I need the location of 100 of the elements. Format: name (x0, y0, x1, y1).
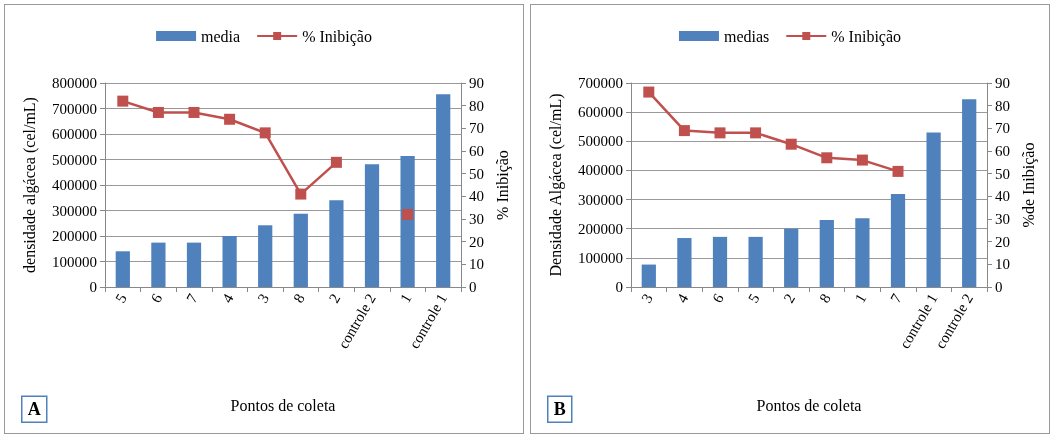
bar (186, 242, 202, 287)
y-tick-label: 100000 (52, 253, 97, 270)
y2-tick-label: 60 (995, 143, 1010, 159)
y-tick-label: 100000 (578, 249, 623, 266)
y-tick-label: 600000 (52, 126, 97, 142)
point (892, 165, 904, 177)
x-tick-label: 7 (887, 290, 906, 306)
bar (819, 219, 834, 287)
point (224, 113, 236, 125)
x-tick-label: 6 (147, 290, 166, 306)
bar (784, 228, 799, 287)
bar (436, 94, 451, 287)
y-tick-label: 700000 (52, 100, 97, 117)
bar (748, 236, 763, 287)
text: A (27, 399, 41, 420)
y2-tick-label: 20 (469, 233, 484, 250)
y2-tick-label: 30 (995, 211, 1010, 227)
point (678, 125, 690, 137)
y-tick-label: 400000 (578, 162, 623, 179)
bar (329, 200, 344, 287)
y2-tick-label: 60 (469, 143, 484, 159)
y-tick-label: 0 (615, 279, 623, 295)
x-tick-label: 7 (183, 290, 202, 306)
bar (890, 194, 906, 287)
bar (222, 236, 237, 287)
x-tick-label: 8 (290, 291, 308, 306)
y-tick-label: 700000 (578, 75, 623, 91)
x-axis-title: Pontos de coleta (756, 396, 862, 414)
y2-tick-label: 40 (469, 188, 484, 205)
y-tick-label: 500000 (578, 133, 623, 150)
y-axis-title: densidade algácea (cel/mL) (20, 97, 39, 273)
y2-tick-label: 70 (995, 120, 1010, 137)
point (714, 127, 726, 139)
y2-axis-title: % Inibição (494, 150, 513, 220)
y2-tick-label: 70 (469, 120, 484, 137)
y2-tick-label: 50 (995, 165, 1010, 182)
y2-tick-label: 90 (995, 75, 1010, 91)
point (402, 208, 414, 220)
y-tick-label: 200000 (578, 220, 623, 237)
y2-axis-title: %de Inibição (1020, 142, 1039, 228)
point (821, 152, 833, 164)
legend-label: media (201, 27, 241, 45)
bar (115, 251, 130, 287)
point (750, 127, 762, 139)
y-axis-title: Densidade Algácea (cel/mL) (546, 93, 565, 277)
x-tick-label: 1 (396, 291, 415, 306)
bar (926, 132, 941, 287)
y2-tick-label: 50 (469, 165, 484, 182)
bar (677, 238, 692, 287)
legend-label: medias (723, 27, 770, 45)
x-tick-label: 2 (780, 291, 799, 306)
y-tick-label: 300000 (52, 202, 97, 219)
bar (962, 99, 977, 287)
point (295, 188, 307, 200)
x-tick-label: 4 (218, 290, 237, 306)
legend-label: % Inibição (831, 27, 902, 46)
x-tick-label: 8 (816, 291, 834, 306)
y2-tick-label: 10 (995, 256, 1010, 273)
x-tick-label: 3 (638, 291, 656, 306)
legend-label: % Inibição (302, 27, 372, 46)
point (643, 86, 655, 98)
point (188, 106, 200, 118)
x-tick-label: 5 (744, 291, 763, 306)
y2-tick-label: 40 (995, 188, 1010, 205)
x-tick-label: 5 (112, 291, 130, 306)
x-axis-title: Pontos de coleta (230, 396, 336, 414)
bar (641, 264, 656, 287)
y2-tick-label: 0 (469, 279, 477, 295)
y2-tick-label: 10 (469, 256, 484, 273)
bar (258, 225, 273, 287)
y-tick-label: 200000 (52, 228, 97, 244)
bar (855, 218, 870, 287)
point (785, 138, 797, 150)
y-tick-label: 800000 (52, 75, 97, 91)
y-tick-label: 600000 (578, 104, 623, 121)
x-tick-label: 1 (851, 291, 870, 306)
y2-tick-label: 90 (469, 75, 484, 91)
y-tick-label: 500000 (52, 151, 97, 168)
y2-tick-label: 30 (469, 211, 484, 227)
point (259, 127, 271, 139)
x-tick-label: 2 (325, 291, 344, 306)
point (152, 106, 164, 118)
bar (151, 242, 166, 287)
bar (364, 164, 380, 287)
bar (712, 236, 728, 287)
y2-tick-label: 80 (995, 97, 1010, 114)
x-tick-label: 3 (254, 291, 273, 306)
point (856, 154, 868, 166)
y2-tick-label: 80 (469, 97, 484, 114)
y-tick-label: 300000 (578, 191, 623, 208)
text: B (553, 399, 566, 420)
y2-tick-label: 20 (995, 233, 1010, 250)
point (330, 156, 342, 168)
x-tick-label: 6 (709, 290, 728, 306)
bar (293, 213, 308, 287)
y-tick-label: 400000 (52, 177, 97, 193)
x-tick-label: 4 (673, 290, 692, 306)
y-tick-label: 0 (89, 279, 97, 295)
point (117, 95, 129, 107)
y2-tick-label: 0 (995, 279, 1003, 295)
